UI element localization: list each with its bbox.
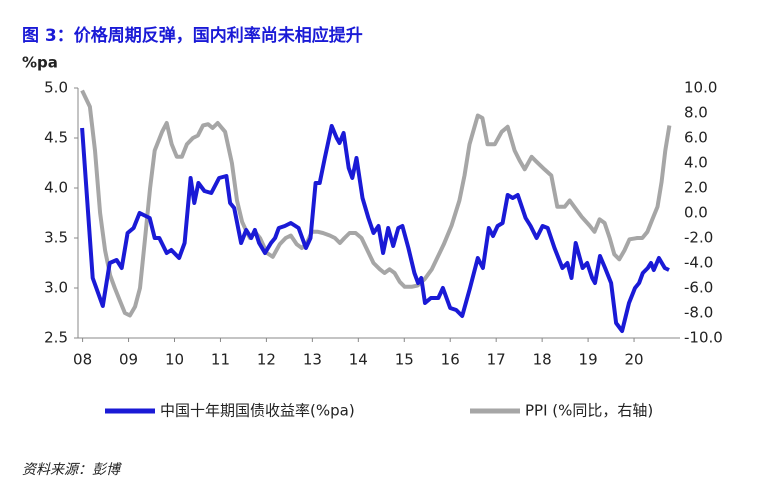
source: 资料来源：彭博 (22, 462, 122, 478)
y2-tick-label: 6.0 (684, 129, 708, 147)
y-tick-label: 3.0 (44, 279, 68, 297)
y2-tick-label: -10.0 (684, 329, 723, 347)
chart-title: 图 3：价格周期反弹，国内利率尚未相应提升 (22, 25, 363, 46)
y-tick-label: 2.5 (44, 329, 68, 347)
x-tick-label: 17 (487, 351, 506, 369)
y-axis-label: %pa (22, 54, 58, 72)
x-tick-label: 11 (211, 351, 230, 369)
y-tick-label: 4.0 (44, 179, 68, 197)
y-tick-label: 5.0 (44, 79, 68, 97)
y2-tick-label: 8.0 (684, 104, 708, 122)
y2-tick-label: -8.0 (684, 304, 713, 322)
x-tick-label: 19 (579, 351, 598, 369)
x-tick-label: 12 (257, 351, 276, 369)
y2-tick-label: 4.0 (684, 154, 708, 172)
y2-tick-label: -4.0 (684, 254, 713, 272)
x-tick-label: 15 (395, 351, 414, 369)
y2-tick-label: 0.0 (684, 204, 708, 222)
y2-tick-label: -2.0 (684, 229, 713, 247)
series-line (80, 124, 670, 333)
y2-tick-label: 2.0 (684, 179, 708, 197)
y2-tick-label: 10.0 (684, 79, 717, 97)
x-tick-label: 08 (73, 351, 92, 369)
legend-label: PPI (%同比，右轴) (525, 402, 653, 420)
x-tick-label: 16 (441, 351, 460, 369)
y-tick-label: 4.5 (44, 129, 68, 147)
x-tick-label: 10 (165, 351, 184, 369)
x-tick-label: 20 (624, 351, 643, 369)
series-line (80, 89, 672, 318)
y-tick-label: 3.5 (44, 229, 68, 247)
y2-tick-label: -6.0 (684, 279, 713, 297)
x-tick-label: 14 (349, 351, 368, 369)
legend-label: 中国十年期国债收益率(%pa) (160, 402, 355, 420)
x-tick-label: 13 (303, 351, 322, 369)
x-tick-label: 09 (119, 351, 138, 369)
x-tick-label: 18 (533, 351, 552, 369)
